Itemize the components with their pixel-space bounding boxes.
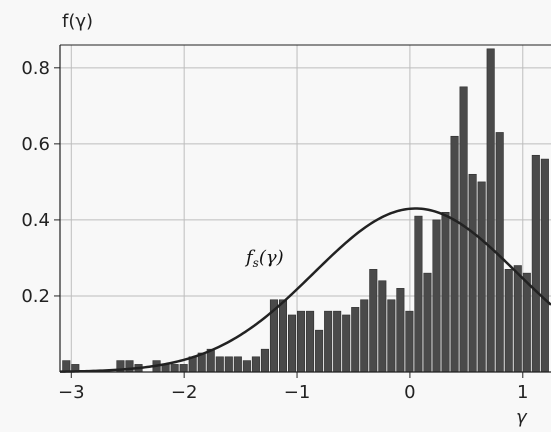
histogram-bar bbox=[315, 329, 324, 373]
y-tick-label: 0.4 bbox=[21, 210, 50, 231]
histogram-bar bbox=[513, 265, 522, 373]
tick-labels: −3 −2 −1 0 1 0.2 0.4 0.6 0.8 bbox=[21, 58, 528, 403]
x-axis-label: γ bbox=[516, 407, 528, 428]
y-axis-label: f(γ) bbox=[62, 11, 93, 32]
histogram-bar bbox=[486, 48, 495, 373]
histogram-bar bbox=[242, 360, 251, 373]
x-tick-label: −2 bbox=[171, 382, 198, 403]
histogram-bar bbox=[360, 299, 369, 373]
histogram-bar bbox=[215, 356, 224, 373]
y-tick-label: 0.2 bbox=[21, 286, 50, 307]
histogram-bar bbox=[260, 348, 269, 373]
histogram-bar bbox=[306, 310, 315, 373]
histogram-bar bbox=[287, 314, 297, 373]
histogram-bar bbox=[333, 310, 342, 373]
histogram-bar bbox=[405, 310, 414, 373]
x-tick-label: −1 bbox=[284, 382, 311, 403]
grid bbox=[60, 45, 551, 372]
histogram-bar bbox=[432, 219, 441, 373]
histogram-bar bbox=[468, 173, 477, 373]
y-tick-label: 0.8 bbox=[21, 58, 50, 79]
histogram-bar bbox=[450, 135, 459, 373]
histogram-bars bbox=[62, 48, 549, 373]
histogram-bar bbox=[297, 310, 306, 373]
histogram-bar bbox=[179, 364, 188, 373]
histogram-bar bbox=[278, 299, 288, 373]
axes bbox=[54, 44, 551, 378]
histogram-bar bbox=[387, 299, 396, 373]
x-tick-label: 0 bbox=[404, 382, 415, 403]
histogram-bar bbox=[324, 310, 333, 373]
x-tick-label: 1 bbox=[517, 382, 528, 403]
histogram-bar bbox=[504, 269, 513, 373]
histogram-bar bbox=[531, 154, 540, 373]
histogram-bar bbox=[540, 158, 549, 373]
histogram-bar bbox=[522, 272, 531, 373]
curve-label-sub: s bbox=[253, 256, 259, 270]
curve-label-arg: (γ) bbox=[259, 247, 284, 268]
curve-label: fs(γ) bbox=[244, 247, 284, 270]
histogram-bar bbox=[441, 212, 450, 373]
histogram-bar bbox=[369, 269, 378, 373]
histogram-bar bbox=[414, 215, 423, 373]
histogram-bar bbox=[342, 314, 351, 373]
histogram-bar bbox=[459, 86, 468, 373]
x-tick-label: −3 bbox=[58, 382, 85, 403]
histogram-bar bbox=[251, 356, 260, 373]
y-tick-label: 0.6 bbox=[21, 134, 50, 155]
histogram-bar bbox=[170, 364, 179, 373]
histogram-bar bbox=[378, 280, 387, 373]
histogram-bar bbox=[396, 288, 405, 373]
histogram-bar bbox=[423, 272, 432, 373]
histogram-bar bbox=[477, 181, 486, 373]
histogram-bar bbox=[233, 356, 242, 373]
histogram-bar bbox=[351, 307, 360, 373]
density-curve bbox=[59, 207, 551, 373]
histogram-bar bbox=[224, 356, 233, 373]
